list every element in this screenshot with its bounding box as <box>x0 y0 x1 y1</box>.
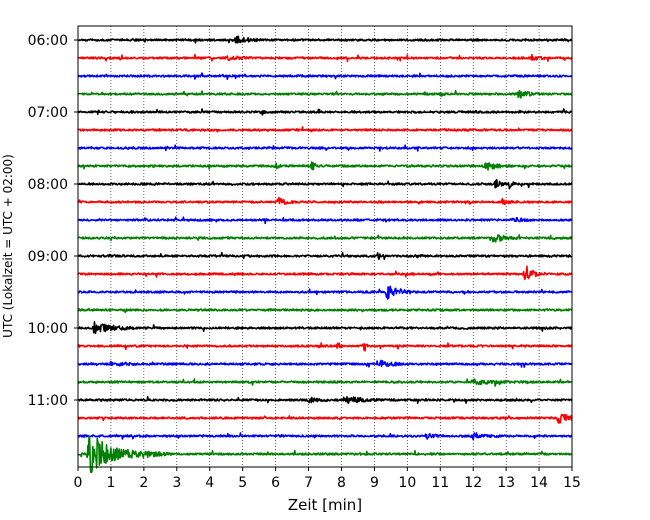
x-tick-label-4: 4 <box>205 475 214 491</box>
trace-09:30 <box>77 285 573 300</box>
trace-10:30 <box>77 359 573 368</box>
x-tick-label-13: 13 <box>497 475 515 491</box>
x-tick-label-6: 6 <box>271 475 280 491</box>
trace-11:00 <box>77 395 573 404</box>
trace-10:00 <box>77 321 573 334</box>
y-tick-label-07:00: 07:00 <box>28 105 68 121</box>
traces <box>77 35 573 474</box>
y-axis-ticks: 06:00 07:00 08:00 09:00 10:00 11:00 <box>28 33 78 409</box>
x-axis-ticks: 0 1 2 3 4 5 6 7 8 9 10 11 12 13 14 15 <box>74 467 581 491</box>
x-tick-label-0: 0 <box>74 475 83 491</box>
trace-11:30 <box>77 432 573 441</box>
y-tick-label-09:00: 09:00 <box>28 249 68 265</box>
trace-09:00 <box>77 251 573 261</box>
x-tick-label-2: 2 <box>139 475 148 491</box>
x-tick-label-10: 10 <box>398 475 416 491</box>
x-axis-title: Zeit [min] <box>288 496 362 514</box>
x-tick-label-15: 15 <box>563 475 581 491</box>
trace-07:00 <box>77 108 573 116</box>
x-tick-label-11: 11 <box>431 475 449 491</box>
y-axis-title: UTC (Lokalzeit = UTC + 02:00) <box>1 154 15 338</box>
trace-06:45 <box>77 89 573 99</box>
x-tick-label-8: 8 <box>337 475 346 491</box>
trace-10:15 <box>77 342 573 352</box>
trace-10:45 <box>77 378 573 387</box>
trace-11:45 <box>77 435 573 474</box>
trace-08:30 <box>77 216 573 225</box>
trace-07:15 <box>77 126 573 133</box>
y-tick-label-10:00: 10:00 <box>28 321 68 337</box>
x-tick-label-9: 9 <box>370 475 379 491</box>
trace-11:15 <box>77 413 573 424</box>
trace-09:45 <box>77 307 573 314</box>
trace-07:30 <box>77 144 573 152</box>
x-tick-label-1: 1 <box>106 475 115 491</box>
y-tick-label-08:00: 08:00 <box>28 177 68 193</box>
trace-08:45 <box>77 234 573 243</box>
trace-08:00 <box>77 179 573 190</box>
y-tick-label-06:00: 06:00 <box>28 33 68 49</box>
x-tick-label-5: 5 <box>238 475 247 491</box>
trace-09:15 <box>77 265 573 281</box>
trace-07:45 <box>77 161 573 171</box>
trace-06:30 <box>77 72 573 81</box>
x-tick-label-7: 7 <box>304 475 313 491</box>
x-tick-label-3: 3 <box>172 475 181 491</box>
x-tick-label-12: 12 <box>464 475 482 491</box>
trace-06:00 <box>77 35 573 44</box>
y-tick-label-11:00: 11:00 <box>28 393 68 409</box>
plot-frame <box>77 25 573 468</box>
trace-06:15 <box>77 53 573 63</box>
trace-08:15 <box>77 196 573 206</box>
x-tick-label-14: 14 <box>530 475 548 491</box>
